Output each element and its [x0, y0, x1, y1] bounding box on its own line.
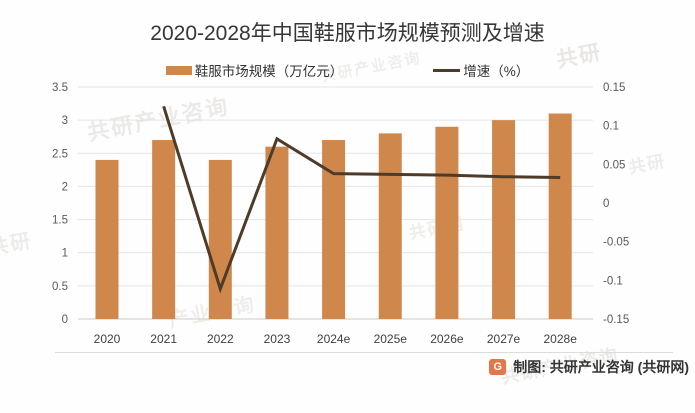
- left-axis-tick: 0.5: [52, 281, 68, 293]
- legend-label-growth-rate: 增速（%）: [463, 64, 530, 79]
- bar-2025e: [378, 133, 402, 319]
- right-axis-tick: -0.05: [603, 237, 629, 249]
- x-axis-label-2025e: 2025e: [374, 332, 408, 346]
- left-axis-tick: 3.5: [52, 82, 68, 94]
- left-axis-tick: 0: [62, 314, 68, 326]
- left-axis-tick: 2.5: [52, 148, 68, 160]
- x-axis-label-2024e: 2024e: [317, 332, 351, 346]
- right-axis-tick: -0.15: [603, 314, 629, 326]
- bar-2023: [265, 146, 289, 319]
- right-axis-tick: 0.15: [603, 82, 625, 94]
- legend-label-market-size: 鞋服市场规模（万亿元）: [194, 64, 344, 79]
- right-axis-tick: 0.1: [603, 121, 619, 133]
- gongyan-logo-icon: G: [489, 359, 507, 375]
- bar-2022: [208, 159, 232, 319]
- bar-2027e: [492, 120, 516, 320]
- x-axis-label-2026e: 2026e: [430, 332, 464, 346]
- x-axis-label-2023: 2023: [264, 332, 291, 346]
- right-axis-tick: 0: [603, 198, 609, 210]
- bar-2028e: [548, 113, 572, 319]
- left-axis-tick: 1: [62, 248, 68, 260]
- line-series-swatch-icon: [433, 68, 461, 72]
- footer-credit: G 制图: 共研产业咨询 (共研网): [489, 357, 689, 377]
- left-axis-tick: 2: [62, 181, 68, 193]
- x-axis-label-2022: 2022: [207, 332, 234, 346]
- bar-series-swatch-icon: [165, 65, 192, 75]
- footer-divider: [55, 352, 673, 353]
- credit-text: 制图: 共研产业咨询 (共研网): [513, 359, 689, 375]
- bar-2026e: [435, 126, 459, 320]
- bar-2020: [95, 159, 119, 319]
- x-axis-label-2028e: 2028e: [544, 332, 578, 346]
- bar-2021: [152, 140, 176, 319]
- right-axis-tick: -0.1: [603, 275, 623, 287]
- chart-legend: 鞋服市场规模（万亿元） 增速（%）: [0, 60, 695, 80]
- left-axis-tick: 3: [62, 115, 68, 127]
- legend-item-market-size: 鞋服市场规模（万亿元）: [165, 60, 344, 80]
- right-axis-tick: 0.05: [603, 159, 625, 171]
- x-axis-label-2020: 2020: [94, 332, 121, 346]
- legend-item-growth-rate: 增速（%）: [433, 60, 529, 80]
- left-axis-tick: 1.5: [52, 215, 68, 227]
- bar-2024e: [322, 140, 346, 319]
- x-axis-label-2027e: 2027e: [487, 332, 521, 346]
- x-axis-label-2021: 2021: [150, 332, 177, 346]
- chart-title: 2020-2028年中国鞋服市场规模预测及增速: [150, 22, 545, 45]
- growth-rate-line: [162, 105, 561, 294]
